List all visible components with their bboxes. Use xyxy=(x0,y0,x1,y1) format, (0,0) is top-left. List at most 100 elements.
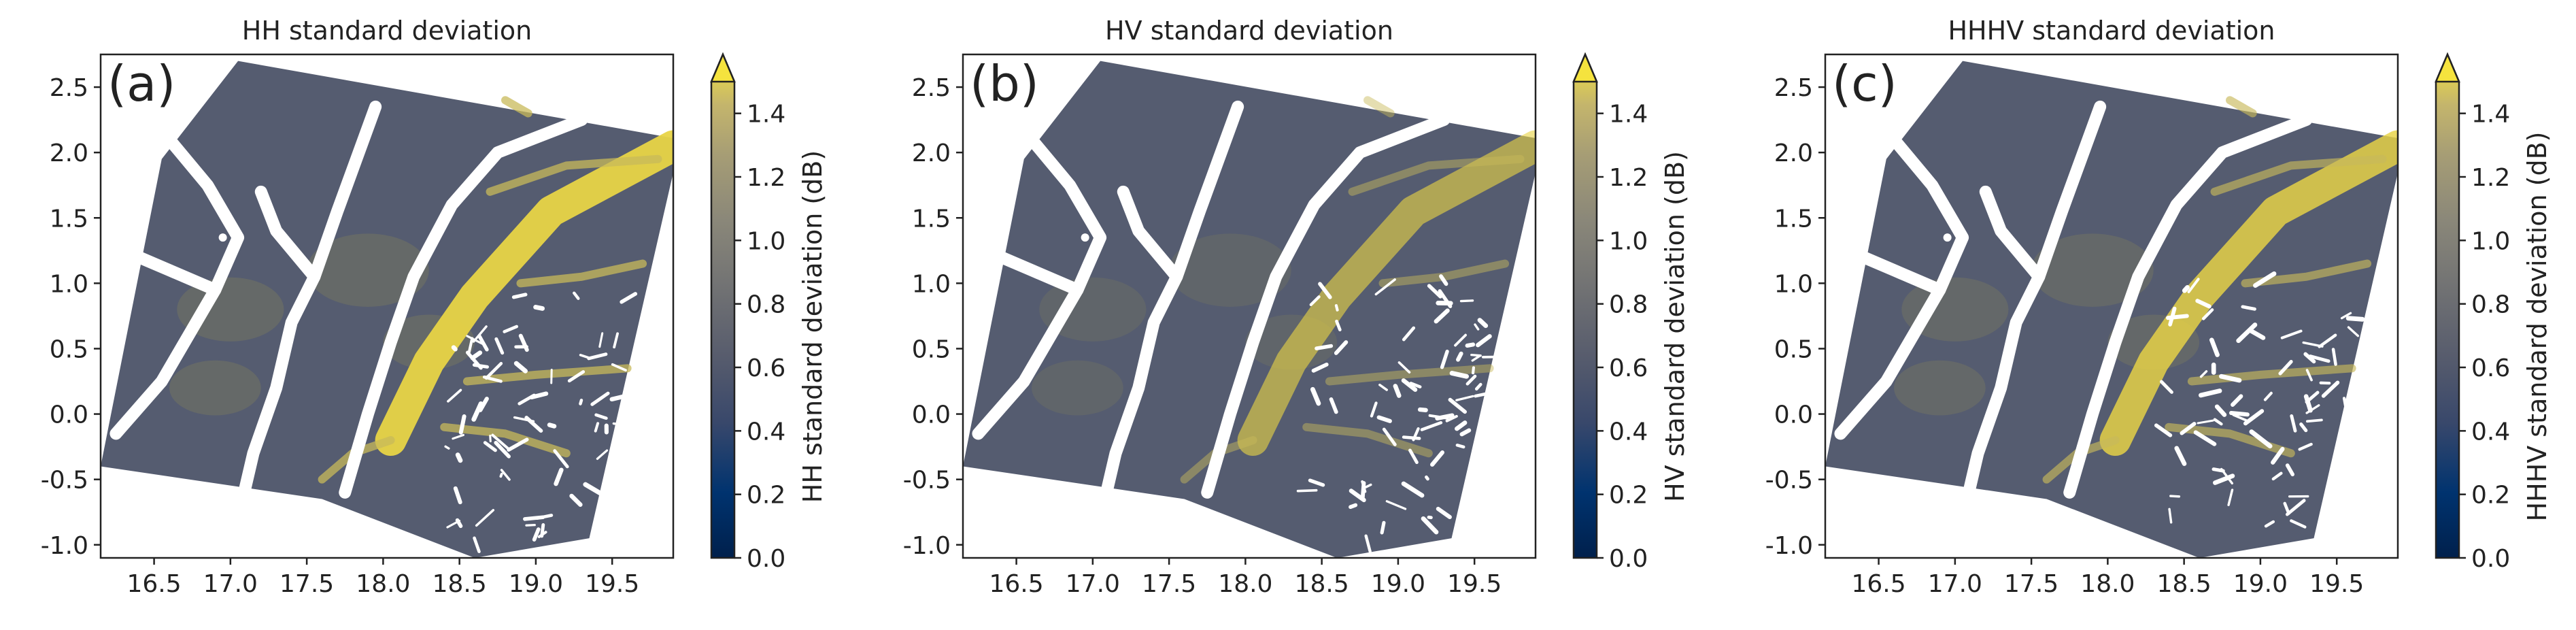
dendritic-channel xyxy=(2168,508,2173,524)
dendritic-channel xyxy=(2249,329,2266,340)
dendritic-channel xyxy=(2302,341,2324,348)
dendritic-channel xyxy=(612,422,629,427)
scene-footprint xyxy=(101,61,673,558)
dendritic-channel xyxy=(2201,308,2214,320)
dendritic-channel xyxy=(2264,520,2275,528)
river-corridor xyxy=(1348,154,1525,196)
dendritic-channel xyxy=(1402,326,1416,342)
dendritic-channel xyxy=(2290,414,2297,433)
dendritic-channel xyxy=(1472,366,1475,375)
dendritic-channel xyxy=(1402,435,1421,440)
dendritic-channel xyxy=(1474,391,1491,398)
dendritic-channel xyxy=(2220,467,2234,485)
texture-patch xyxy=(1901,277,2009,342)
dendritic-channel xyxy=(513,416,535,423)
y-tick-label: 1.5 xyxy=(912,205,951,233)
dendritic-channel xyxy=(2321,380,2340,398)
colorbar-tick-label: 0.0 xyxy=(747,545,785,573)
dendritic-channel xyxy=(446,519,461,529)
x-tick-label: 18.5 xyxy=(1295,570,1349,598)
dendritic-channel xyxy=(2344,469,2365,478)
dendritic-channel xyxy=(587,352,608,361)
dendritic-channel xyxy=(1409,382,1422,388)
y-tick-label: 0.0 xyxy=(50,401,88,429)
dendritic-channel xyxy=(1449,371,1469,379)
x-tick-label: 17.5 xyxy=(2004,570,2058,598)
dendritic-channel xyxy=(533,305,545,311)
river-corridor xyxy=(2226,96,2257,118)
y-tick-label: 0.5 xyxy=(50,335,88,363)
dendritic-channel xyxy=(1448,397,1468,414)
dendritic-channel xyxy=(609,393,633,402)
colorbar-tick-label: 0.2 xyxy=(747,482,785,510)
dendritic-channel xyxy=(2290,519,2307,529)
dendritic-channel xyxy=(2298,442,2313,451)
no-data-valley xyxy=(254,185,321,283)
dendritic-channel xyxy=(465,350,483,370)
dendritic-channel xyxy=(2187,278,2200,293)
dendritic-channel xyxy=(1456,351,1463,362)
river-corridor xyxy=(1378,259,1510,288)
dendritic-channel xyxy=(1474,323,1480,331)
dendritic-channel xyxy=(2241,305,2256,311)
dendritic-channel xyxy=(573,291,580,300)
colorbar-label: HHHV standard deviation (dB) xyxy=(2522,132,2552,522)
dendritic-channel xyxy=(2213,474,2235,485)
dendritic-channel xyxy=(513,361,528,374)
dendritic-channel xyxy=(1455,395,1474,401)
dendritic-channel xyxy=(1455,420,1468,431)
y-tick-label: 2.0 xyxy=(912,139,951,167)
dendritic-channel xyxy=(1311,362,1329,373)
colorbar xyxy=(1572,52,1598,559)
y-tick-label: 0.0 xyxy=(1774,401,1813,429)
panel-c: HHHV standard deviation (c) 16.5 17.0 17.5 18… xyxy=(1765,16,2552,598)
dendritic-channel xyxy=(2285,499,2306,516)
dendritic-channel xyxy=(540,523,545,538)
dendritic-channel xyxy=(2182,285,2190,293)
y-tick-label: 2.5 xyxy=(50,74,88,102)
y-tick-label: -0.5 xyxy=(41,467,88,495)
heatmap-image xyxy=(1825,61,2398,558)
dendritic-channel xyxy=(2271,471,2283,481)
dendritic-channel xyxy=(2214,404,2227,417)
x-tick-label: 16.5 xyxy=(127,570,182,598)
colorbar-label: HV standard deviation (dB) xyxy=(1660,151,1690,502)
dendritic-channel xyxy=(1476,334,1492,348)
y-tick-label: 0.5 xyxy=(1774,335,1813,363)
x-tick-label: 17.5 xyxy=(1142,570,1196,598)
dendritic-channel xyxy=(583,482,607,499)
dendritic-channel xyxy=(1428,414,1449,420)
dendritic-channel xyxy=(1335,319,1342,332)
dendritic-channel xyxy=(594,413,608,420)
dendritic-channel xyxy=(2174,446,2187,466)
dendritic-channel xyxy=(523,515,545,521)
texture-patch xyxy=(307,233,429,307)
no-data-valley xyxy=(1979,185,2046,283)
colorbar-tick-label: 1.0 xyxy=(1609,227,1648,255)
colorbar-tick-label: 1.4 xyxy=(1609,101,1648,129)
river-corridor xyxy=(2210,154,2387,196)
dendritic-channel xyxy=(475,509,495,527)
dendritic-channel xyxy=(1445,414,1458,422)
no-data-valley xyxy=(1956,100,2107,525)
dendritic-channel xyxy=(1370,401,1378,418)
dendritic-channel xyxy=(579,354,590,359)
dendritic-channel xyxy=(2318,333,2337,348)
dendritic-channel xyxy=(458,414,467,435)
colorbar-tick-label: 0.4 xyxy=(1609,418,1648,446)
scene-footprint xyxy=(963,61,1536,558)
dendritic-channel xyxy=(2303,352,2316,364)
dendritic-channel xyxy=(532,527,541,542)
x-tick-label: 18.0 xyxy=(1218,570,1272,598)
panel-title: HH standard deviation xyxy=(242,16,532,46)
x-tick-label: 16.5 xyxy=(1852,570,1906,598)
colorbar-tick-label: 1.2 xyxy=(2471,164,2510,192)
y-tick-label: 1.0 xyxy=(1774,270,1813,298)
y-tick-label: 1.0 xyxy=(912,270,951,298)
dendritic-channel xyxy=(2346,515,2354,519)
dendritic-channel xyxy=(477,334,489,352)
dendritic-channel xyxy=(2280,329,2303,339)
dendritic-channel xyxy=(1309,295,1321,307)
dendritic-channel xyxy=(2342,397,2348,411)
dendritic-channel xyxy=(2197,419,2214,425)
